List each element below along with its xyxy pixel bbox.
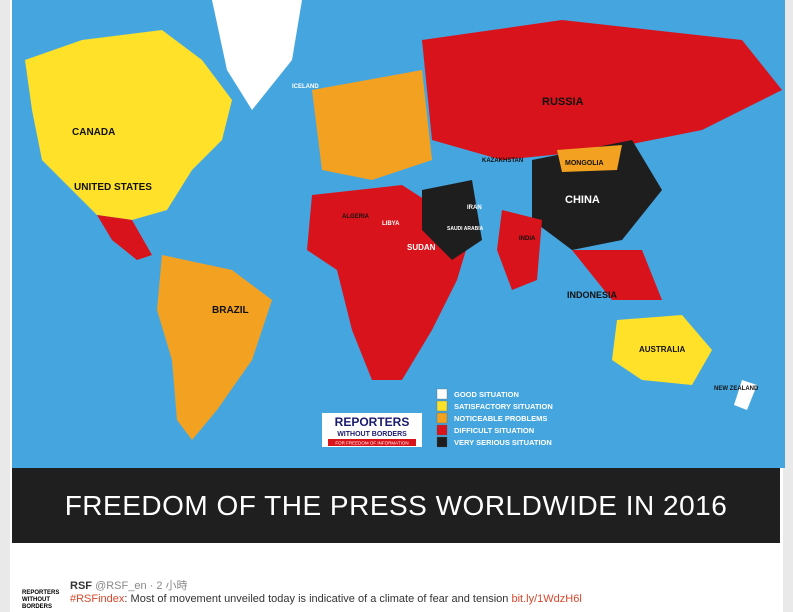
legend-label: SATISFACTORY SITUATION [454, 402, 553, 411]
country-label: SAUDI ARABIA [447, 226, 484, 232]
country-label: RUSSIA [542, 96, 584, 108]
country-label: SUDAN [407, 243, 436, 252]
country-label: IRAN [467, 205, 482, 211]
southeast-asia [572, 250, 662, 300]
legend-swatch [436, 436, 448, 448]
india [497, 210, 542, 290]
legend-swatch [436, 400, 448, 412]
south-america [157, 255, 272, 440]
handle[interactable]: @RSF_en [95, 580, 147, 592]
new-zealand [734, 380, 757, 410]
tweet-meta: RSF @RSF_en · 2 小時 [70, 577, 188, 593]
russia [422, 20, 782, 160]
legend: GOOD SITUATION SATISFACTORY SITUATION NOTI… [436, 388, 553, 448]
country-label: CHINA [565, 194, 600, 206]
country-label: LIBYA [382, 221, 400, 227]
legend-label: VERY SERIOUS SITUATION [454, 438, 552, 447]
country-label: AUSTRALIA [639, 345, 685, 354]
europe [312, 70, 432, 180]
mongolia [557, 145, 622, 172]
country-label: NEW ZEALAND [714, 386, 759, 392]
country-label: INDIA [519, 236, 536, 242]
time[interactable]: · 2 小時 [149, 580, 188, 592]
australia [612, 315, 712, 385]
logo-line: REPORTERS [335, 415, 410, 429]
logo-tagline: FOR FREEDOM OF INFORMATION [335, 441, 408, 446]
country-label: MONGOLIA [565, 160, 604, 167]
legend-swatch [436, 424, 448, 436]
logo-tag-bg [328, 439, 416, 446]
greenland [212, 0, 302, 110]
middle-east [422, 180, 482, 260]
country-label: KAZAKHSTAN [482, 158, 523, 164]
logo-line: WITHOUT BORDERS [337, 431, 407, 438]
north-america [25, 30, 232, 220]
legend-swatch [436, 412, 448, 424]
country-label: ICELAND [292, 84, 319, 90]
country-label: UNITED STATES [74, 182, 152, 193]
banner-title: FREEDOM OF THE PRESS WORLDWIDE IN 2016 [12, 468, 780, 543]
country-label: BRAZIL [212, 305, 249, 316]
text: : Most of movement unveiled today is ind… [124, 593, 512, 605]
central-america [97, 215, 152, 260]
tweet-text: #RSFindex: Most of movement unveiled tod… [70, 593, 582, 605]
country-label: INDONESIA [567, 290, 618, 300]
avatar[interactable]: REPORTERS WITHOUT BORDERS [22, 590, 60, 610]
hashtag[interactable]: #RSFindex [70, 593, 125, 605]
country-labels: CANADA UNITED STATES BRAZIL RUSSIA CHINA MONG… [72, 84, 759, 392]
legend-label: NOTICEABLE PROBLEMS [454, 414, 547, 423]
country-label: CANADA [72, 127, 115, 138]
link[interactable]: bit.ly/1WdzH6l [511, 593, 582, 605]
country-label: ALGERIA [342, 214, 370, 220]
map: CANADA UNITED STATES BRAZIL RUSSIA CHINA MONG… [12, 0, 785, 468]
legend-label: GOOD SITUATION [454, 390, 519, 399]
author[interactable]: RSF [70, 580, 92, 592]
legend-label: DIFFICULT SITUATION [454, 426, 534, 435]
legend-swatch [436, 388, 448, 400]
